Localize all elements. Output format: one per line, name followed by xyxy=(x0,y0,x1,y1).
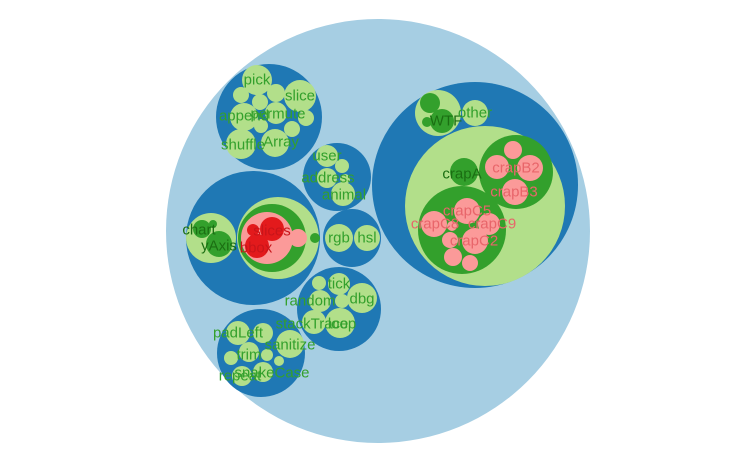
leaf-crapb3 xyxy=(502,179,528,205)
leaf-bbox-a xyxy=(247,224,259,236)
leaf-string-a xyxy=(253,323,273,343)
leaf-crapc5 xyxy=(454,198,480,224)
leaf-padleft xyxy=(226,321,250,345)
leaf-wtf-c xyxy=(422,117,432,127)
leaf-rgb xyxy=(325,224,353,252)
leaf-bbox xyxy=(245,234,269,258)
leaf-bbox-c xyxy=(310,233,320,243)
leaf-array-b xyxy=(252,94,268,110)
leaf-chart xyxy=(193,220,211,238)
leaf-slice xyxy=(284,80,316,112)
leaf-crapc8 xyxy=(421,211,447,237)
leaf-shuffle xyxy=(226,129,256,159)
crap-b-group xyxy=(479,135,553,209)
leaf-sanitize xyxy=(276,330,304,358)
leaf-user xyxy=(316,145,338,167)
leaf-user-a xyxy=(335,159,349,173)
leaf-loop xyxy=(325,308,355,338)
leaf-crapa xyxy=(450,158,478,186)
leaf-user-b xyxy=(340,174,350,184)
leaf-array-e xyxy=(298,110,314,126)
leaf-tick xyxy=(328,273,350,295)
leaf-chart-a xyxy=(209,220,217,228)
leaf-address xyxy=(317,168,337,188)
leaf-wtf-b xyxy=(430,109,454,133)
leaf-array-c xyxy=(267,84,285,102)
leaf-snakecase xyxy=(253,362,273,382)
circle-layer xyxy=(166,19,590,443)
leaf-yaxis xyxy=(206,231,232,257)
leaf-crapc2 xyxy=(462,228,488,254)
leaf-random xyxy=(309,290,331,312)
leaf-tick-a xyxy=(312,276,326,290)
leaf-crapc-c xyxy=(462,255,478,271)
leaf-stacktrace xyxy=(302,310,326,334)
leaf-bbox-b xyxy=(289,229,307,247)
leaf-crapb-b xyxy=(485,155,509,179)
leaf-crapc-d xyxy=(447,221,457,231)
leaf-string-b xyxy=(224,351,238,365)
leaf-crapb-a xyxy=(504,141,522,159)
leaf-crapc-a xyxy=(442,232,458,248)
leaf-slices xyxy=(260,217,284,241)
leaf-crapb2 xyxy=(517,155,543,181)
leaf-array-item xyxy=(261,129,289,157)
leaf-crapc9 xyxy=(478,213,500,235)
leaf-hsl xyxy=(354,225,380,251)
leaf-wtf-a xyxy=(420,93,440,113)
leaf-pick xyxy=(242,65,272,95)
leaf-array-d xyxy=(284,121,300,137)
leaf-repeat xyxy=(232,366,252,386)
leaf-trim xyxy=(239,342,259,362)
leaf-string-c xyxy=(261,349,273,361)
leaf-permute xyxy=(265,102,287,124)
leaf-array-f xyxy=(254,119,268,133)
leaf-other xyxy=(462,100,488,126)
leaf-array-a xyxy=(233,87,249,103)
leaf-append xyxy=(230,103,258,131)
leaf-dbg xyxy=(347,283,377,313)
crap-c-group xyxy=(418,186,506,274)
leaf-string-d xyxy=(274,356,284,366)
leaf-debug-a xyxy=(335,294,349,308)
leaf-crapc-b xyxy=(444,248,462,266)
leaf-animal xyxy=(331,182,355,206)
